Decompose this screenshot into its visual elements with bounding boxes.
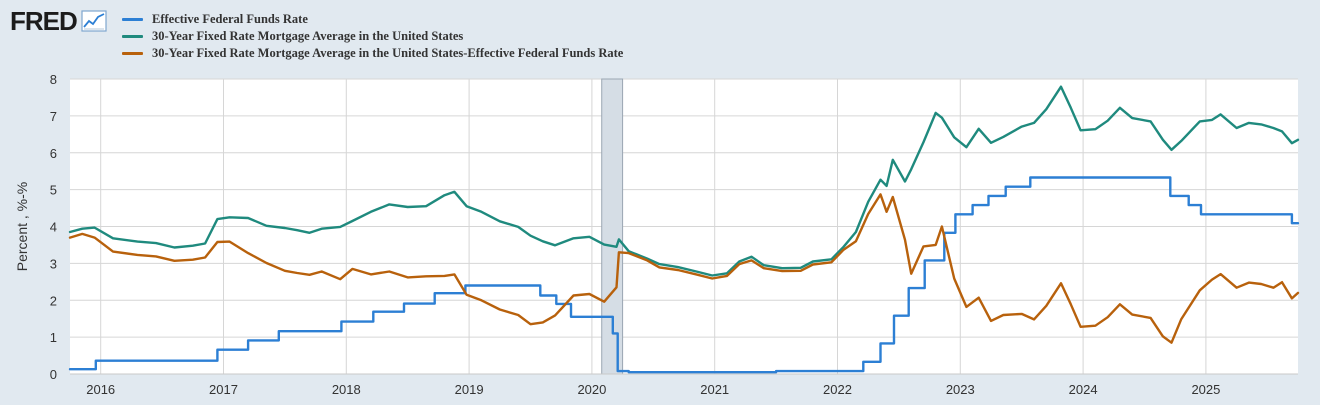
legend-label-spread: 30-Year Fixed Rate Mortgage Average in t… (152, 46, 624, 60)
fed-funds-line[interactable] (68, 176, 1300, 374)
legend-item-fed-funds[interactable]: Effective Federal Funds Rate (122, 11, 623, 28)
y-tick-label: 0 (50, 367, 57, 382)
x-tick-label: 2021 (700, 382, 729, 397)
legend-label-mortgage: 30-Year Fixed Rate Mortgage Average in t… (152, 29, 464, 43)
y-tick-label: 4 (50, 220, 57, 235)
y-tick-label: 6 (50, 146, 57, 161)
legend-swatch-mortgage (122, 35, 143, 38)
legend-item-spread[interactable]: 30-Year Fixed Rate Mortgage Average in t… (122, 45, 623, 62)
y-tick-label: 3 (50, 256, 57, 271)
y-tick-label: 8 (50, 72, 57, 87)
logo-text: FRED (10, 6, 78, 36)
y-tick-label: 1 (50, 330, 57, 345)
x-tick-label: 2018 (332, 382, 361, 397)
x-tick-label: 2023 (946, 382, 975, 397)
fred-logo[interactable]: FRED (10, 6, 107, 36)
x-tick-label: 2020 (577, 382, 606, 397)
legend-label-fed-funds: Effective Federal Funds Rate (152, 12, 308, 26)
chart-legend: Effective Federal Funds Rate 30-Year Fix… (122, 11, 623, 62)
axes: 0 1 2 3 4 5 6 7 8 2016 2017 2018 2019 2020 2021 2022 202… (50, 72, 1298, 397)
y-tick-label: 7 (50, 109, 57, 124)
trend-line-icon (81, 10, 107, 32)
legend-item-mortgage[interactable]: 30-Year Fixed Rate Mortgage Average in t… (122, 28, 623, 45)
x-tick-label: 2016 (86, 382, 115, 397)
x-tick-label: 2024 (1069, 382, 1098, 397)
legend-swatch-fed-funds (122, 18, 143, 21)
series-lines (68, 85, 1300, 374)
x-tick-label: 2017 (209, 382, 238, 397)
gridlines (70, 78, 1298, 374)
y-tick-label: 5 (50, 183, 57, 198)
x-tick-label: 2025 (1191, 382, 1220, 397)
mortgage-line[interactable] (68, 85, 1300, 277)
legend-swatch-spread (122, 52, 143, 55)
x-tick-label: 2019 (455, 382, 484, 397)
x-tick-label: 2022 (823, 382, 852, 397)
spread-line[interactable] (68, 193, 1300, 344)
y-axis-label: Percent , %-% (14, 182, 30, 271)
y-tick-label: 2 (50, 293, 57, 308)
